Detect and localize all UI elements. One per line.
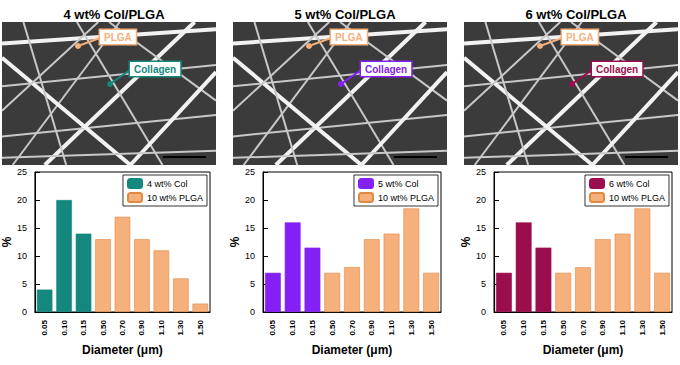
svg-text:PLGA: PLGA xyxy=(566,32,594,43)
svg-text:15: 15 xyxy=(17,223,27,233)
svg-text:0.15: 0.15 xyxy=(308,319,317,335)
svg-text:1.50: 1.50 xyxy=(196,319,205,335)
svg-text:Collagen: Collagen xyxy=(134,64,176,75)
svg-text:25: 25 xyxy=(17,167,27,177)
svg-text:0.10: 0.10 xyxy=(288,319,297,335)
svg-text:6 wt% Col/PLGA: 6 wt% Col/PLGA xyxy=(525,7,627,22)
svg-text:Diameter (μm): Diameter (μm) xyxy=(82,343,163,357)
svg-text:5: 5 xyxy=(22,279,27,289)
svg-text:0.50: 0.50 xyxy=(328,319,337,335)
svg-text:20: 20 xyxy=(476,195,486,205)
svg-text:1.30: 1.30 xyxy=(638,319,647,335)
svg-text:15: 15 xyxy=(245,223,255,233)
svg-text:%: % xyxy=(459,236,473,247)
svg-text:Collagen: Collagen xyxy=(365,64,407,75)
svg-text:0.05: 0.05 xyxy=(499,319,508,335)
svg-text:20: 20 xyxy=(245,195,255,205)
svg-text:0: 0 xyxy=(22,307,27,317)
svg-text:20: 20 xyxy=(17,195,27,205)
svg-text:1.10: 1.10 xyxy=(157,319,166,335)
svg-text:0.70: 0.70 xyxy=(348,319,357,335)
svg-text:PLGA: PLGA xyxy=(104,32,132,43)
svg-text:0.90: 0.90 xyxy=(137,319,146,335)
svg-text:1.10: 1.10 xyxy=(387,319,396,335)
svg-text:10: 10 xyxy=(476,251,486,261)
svg-text:1.30: 1.30 xyxy=(407,319,416,335)
svg-text:0.90: 0.90 xyxy=(598,319,607,335)
svg-text:10: 10 xyxy=(245,251,255,261)
svg-text:1.30: 1.30 xyxy=(176,319,185,335)
svg-text:0.05: 0.05 xyxy=(268,319,277,335)
svg-text:4 wt% Col/PLGA: 4 wt% Col/PLGA xyxy=(63,7,165,22)
svg-text:0.70: 0.70 xyxy=(579,319,588,335)
svg-text:0.90: 0.90 xyxy=(367,319,376,335)
svg-text:25: 25 xyxy=(476,167,486,177)
svg-text:5: 5 xyxy=(250,279,255,289)
svg-text:5 wt% Col/PLGA: 5 wt% Col/PLGA xyxy=(294,7,396,22)
svg-text:10 wt% PLGA: 10 wt% PLGA xyxy=(147,193,203,203)
svg-text:0.50: 0.50 xyxy=(559,319,568,335)
svg-text:4 wt% Col: 4 wt% Col xyxy=(147,179,188,189)
svg-text:6 wt% Col: 6 wt% Col xyxy=(609,179,650,189)
svg-text:5 wt% Col: 5 wt% Col xyxy=(378,179,419,189)
svg-text:0.10: 0.10 xyxy=(60,319,69,335)
svg-text:10: 10 xyxy=(17,251,27,261)
svg-text:PLGA: PLGA xyxy=(335,32,363,43)
svg-text:0.15: 0.15 xyxy=(79,319,88,335)
svg-text:15: 15 xyxy=(476,223,486,233)
svg-text:0.50: 0.50 xyxy=(99,319,108,335)
svg-text:0.10: 0.10 xyxy=(519,319,528,335)
svg-text:10 wt% PLGA: 10 wt% PLGA xyxy=(609,193,665,203)
svg-text:0.15: 0.15 xyxy=(539,319,548,335)
svg-text:1.50: 1.50 xyxy=(427,319,436,335)
svg-text:Diameter (μm): Diameter (μm) xyxy=(312,343,393,357)
svg-text:10 wt% PLGA: 10 wt% PLGA xyxy=(378,193,434,203)
svg-text:0.70: 0.70 xyxy=(118,319,127,335)
svg-text:1.10: 1.10 xyxy=(618,319,627,335)
svg-text:Diameter (μm): Diameter (μm) xyxy=(543,343,624,357)
svg-text:Collagen: Collagen xyxy=(596,64,638,75)
svg-text:%: % xyxy=(0,236,14,247)
svg-text:0: 0 xyxy=(481,307,486,317)
svg-text:%: % xyxy=(228,236,242,247)
svg-text:5: 5 xyxy=(481,279,486,289)
svg-text:1.50: 1.50 xyxy=(658,319,667,335)
svg-text:0.05: 0.05 xyxy=(40,319,49,335)
svg-text:25: 25 xyxy=(245,167,255,177)
svg-text:0: 0 xyxy=(250,307,255,317)
